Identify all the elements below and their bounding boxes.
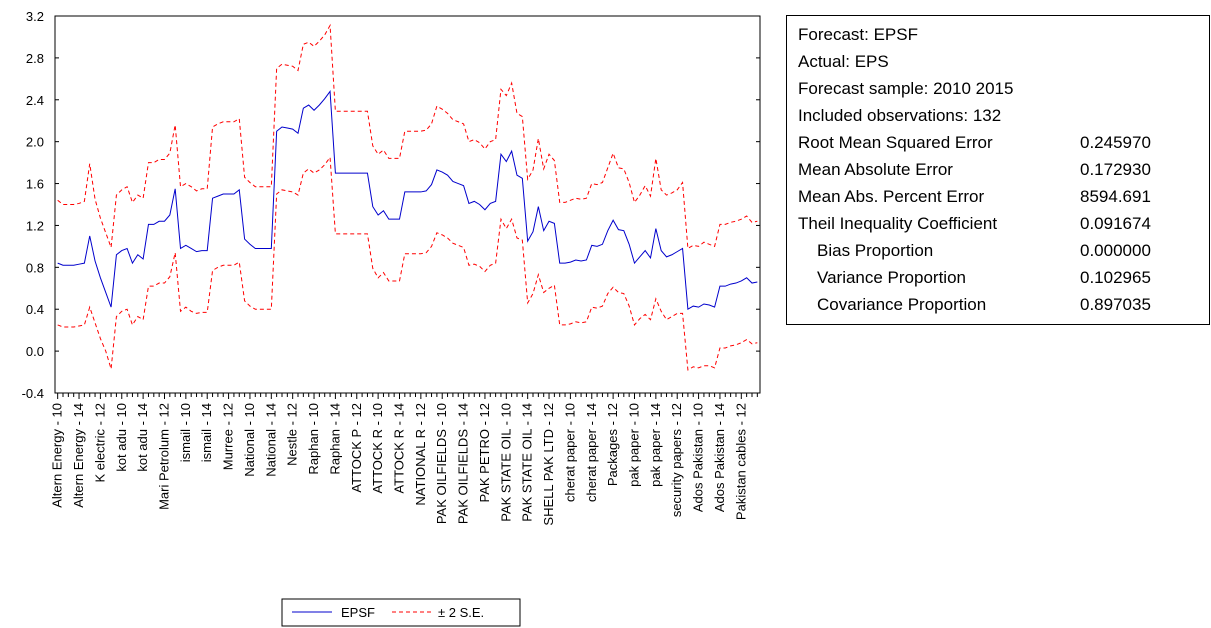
y-tick-label: 2.4 (26, 93, 44, 108)
stat-label: Theil Inequality Coefficient (798, 214, 998, 233)
stat-value: 0.091674 (1080, 214, 1151, 233)
stat-value: 0.897035 (1080, 295, 1151, 314)
stat-value: 0.245970 (1080, 133, 1151, 152)
forecast-name: Forecast: EPSF (798, 25, 918, 44)
x-tick-label: Mari Petrolum - 12 (156, 403, 171, 510)
x-tick-label: K electric - 12 (92, 403, 107, 482)
x-tick-label: security papers - 12 (669, 403, 684, 517)
x-tick-label: PAK STATE OIL - 10 (498, 403, 513, 522)
x-tick-label: PAK PETRO - 12 (477, 403, 492, 502)
stat-label: Covariance Proportion (817, 295, 987, 314)
plot-frame (54, 15, 761, 394)
y-tick-label: 1.6 (26, 177, 44, 192)
stat-label: Mean Absolute Error (798, 160, 953, 179)
legend-label-epsf: EPSF (341, 605, 375, 620)
y-tick-label: 1.2 (26, 218, 44, 233)
y-tick-label: 2.8 (26, 51, 44, 66)
x-tick-label: pak paper - 10 (626, 403, 641, 487)
x-tick-label: kot adu - 10 (114, 403, 129, 472)
x-tick-label: ATTOCK R - 10 (370, 403, 385, 494)
chart-legend: EPSF ± 2 S.E. (281, 598, 521, 627)
x-tick-label: Packages - 12 (605, 403, 620, 486)
y-tick-label: 0.8 (26, 260, 44, 275)
stat-label: Variance Proportion (817, 268, 966, 287)
x-tick-label: Altern Energy - 14 (71, 403, 86, 508)
x-tick-label: National - 10 (242, 403, 257, 477)
chart-series (57, 23, 758, 371)
y-tick-label: 0.4 (26, 302, 44, 317)
y-tick-label: 3.2 (26, 9, 44, 24)
series-line-lower-band (57, 155, 758, 371)
stat-value: 8594.691 (1080, 187, 1151, 206)
forecast-chart: -0.4 0.0 0.4 0.8 1.2 1.6 2.0 2.4 2.8 3.2 Altern E… (22, 9, 761, 627)
x-tick-label: Nestle - 12 (285, 403, 300, 466)
x-tick-label: Altern Energy - 10 (50, 403, 65, 508)
x-tick-label: kot adu - 14 (135, 403, 150, 472)
x-tick-label: PAK OILFIELDS - 14 (456, 403, 471, 524)
stat-label: Bias Proportion (817, 241, 934, 260)
x-tick-label: ATTOCK P - 12 (349, 403, 364, 493)
chart-axes (54, 15, 761, 394)
series-line-upper-band (57, 23, 758, 250)
stat-label: Mean Abs. Percent Error (798, 187, 985, 206)
x-tick-label: PAK STATE OIL - 14 (520, 403, 535, 522)
x-tick-label: Raphan - 10 (306, 403, 321, 475)
x-tick-label: PAK OILFIELDS - 10 (434, 403, 449, 524)
x-tick-label: cherat paper - 10 (562, 403, 577, 502)
x-tick-label: cherat paper - 14 (584, 403, 599, 502)
x-tick-label: ATTOCK R - 14 (391, 403, 406, 494)
x-tick-label: NATIONAL R - 12 (413, 403, 428, 506)
included-observations: Included observations: 132 (798, 106, 1002, 125)
legend-label-se: ± 2 S.E. (438, 605, 484, 620)
x-tick-label: pak paper - 14 (648, 403, 663, 487)
x-tick-label: ismail - 10 (178, 403, 193, 462)
stat-value: 0.000000 (1080, 241, 1151, 260)
stat-label: Root Mean Squared Error (798, 133, 993, 152)
stat-value: 0.172930 (1080, 160, 1151, 179)
x-tick-label: ismail - 14 (199, 403, 214, 462)
x-tick-label: Ados Pakistan - 10 (691, 403, 706, 512)
y-axis-ticks: -0.4 0.0 0.4 0.8 1.2 1.6 2.0 2.4 2.8 3.2 (22, 9, 760, 401)
actual-name: Actual: EPS (798, 52, 889, 71)
x-tick-label: Pakistan cables - 12 (733, 403, 748, 520)
series-line-epsf (57, 89, 758, 311)
x-axis-ticks: Altern Energy - 10 Altern Energy - 14 K el… (50, 393, 758, 526)
y-tick-label: 2.0 (26, 135, 44, 150)
forecast-sample: Forecast sample: 2010 2015 (798, 79, 1014, 98)
x-tick-label: SHELL PAK LTD - 12 (541, 403, 556, 526)
forecast-statistics-panel: Forecast: EPSF Actual: EPS Forecast samp… (786, 15, 1210, 325)
y-tick-label: 0.0 (26, 344, 44, 359)
y-tick-label: -0.4 (22, 386, 44, 401)
stat-value: 0.102965 (1080, 268, 1151, 287)
x-tick-label: National - 14 (263, 403, 278, 477)
x-tick-label: Murree - 12 (221, 403, 236, 470)
x-tick-label: Raphan - 14 (327, 403, 342, 475)
x-tick-label: Ados Pakistan - 14 (712, 403, 727, 512)
